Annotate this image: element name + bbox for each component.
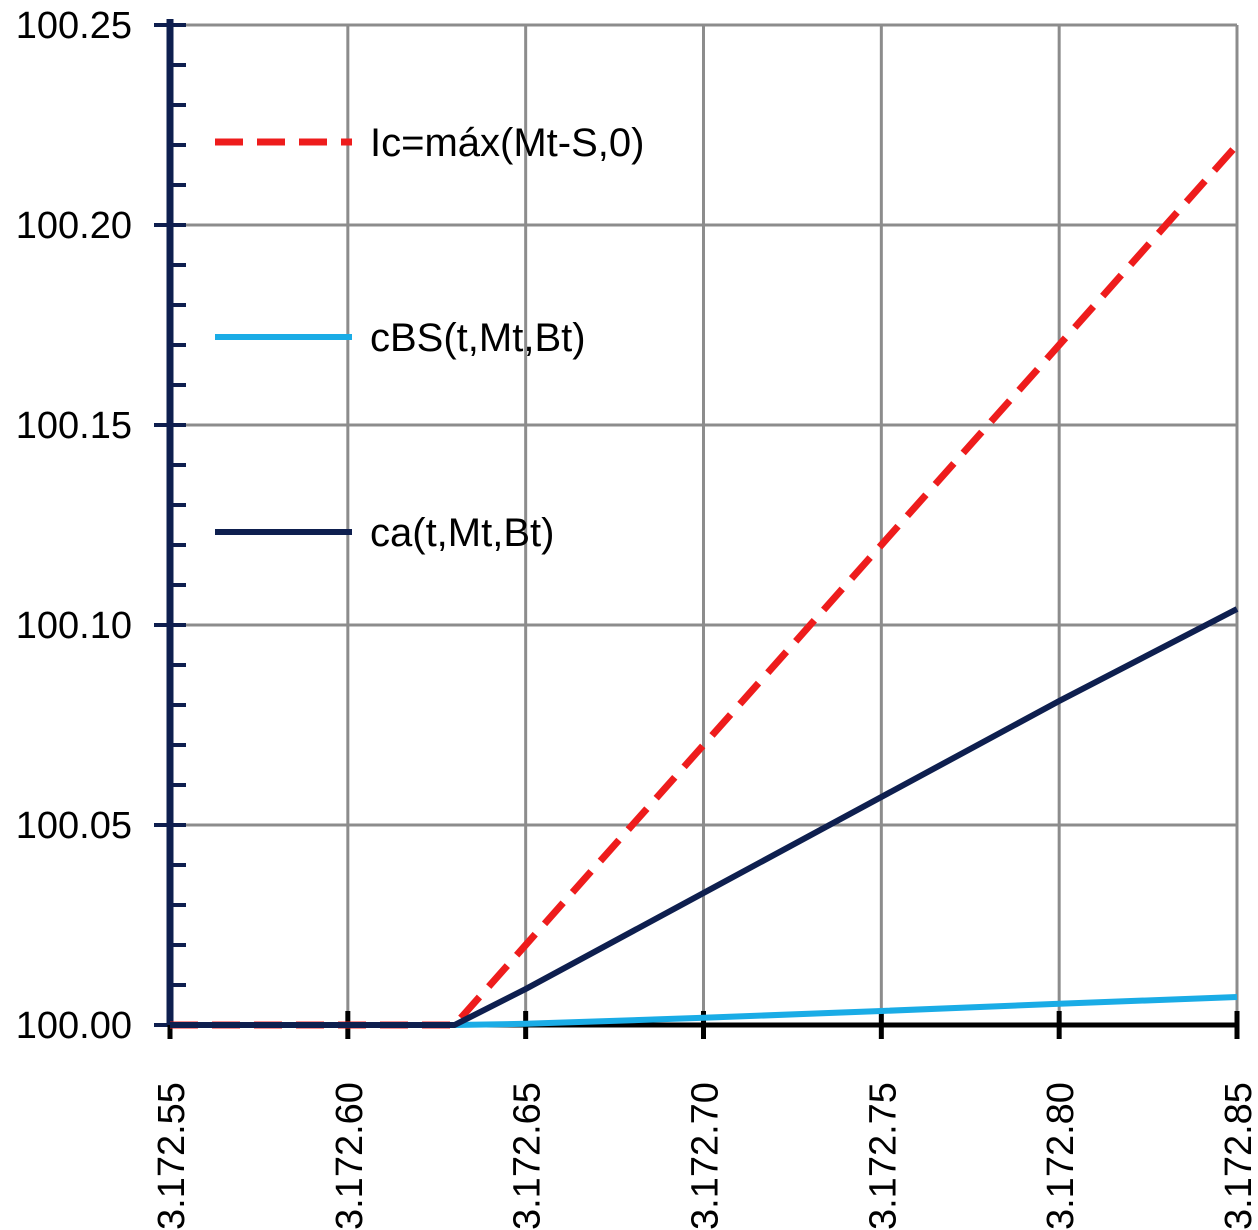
x-tick-label: 3.172.70 — [685, 1082, 727, 1230]
x-tick-label: 3.172.55 — [151, 1082, 193, 1230]
y-tick-label: 100.20 — [16, 205, 132, 247]
x-tick-label: 3.172.60 — [329, 1082, 371, 1230]
legend-label-0: Ic=máx(Mt-S,0) — [370, 121, 644, 165]
y-tick-label: 100.00 — [16, 1005, 132, 1047]
y-tick-label: 100.05 — [16, 805, 132, 847]
x-tick-label: 3.172.75 — [862, 1082, 904, 1230]
series-line-0 — [170, 142, 1240, 1029]
series-line-2 — [170, 606, 1239, 1028]
x-tick-label: 3.172.85 — [1218, 1082, 1258, 1230]
x-tick-label: 3.172.80 — [1040, 1082, 1082, 1230]
legend-label-2: ca(t,Mt,Bt) — [370, 511, 554, 555]
legend-label-1: cBS(t,Mt,Bt) — [370, 316, 586, 360]
y-tick-label: 100.25 — [16, 5, 132, 47]
y-tick-label: 100.10 — [16, 605, 132, 647]
y-tick-label: 100.15 — [16, 405, 132, 447]
x-tick-label: 3.172.65 — [507, 1082, 549, 1230]
